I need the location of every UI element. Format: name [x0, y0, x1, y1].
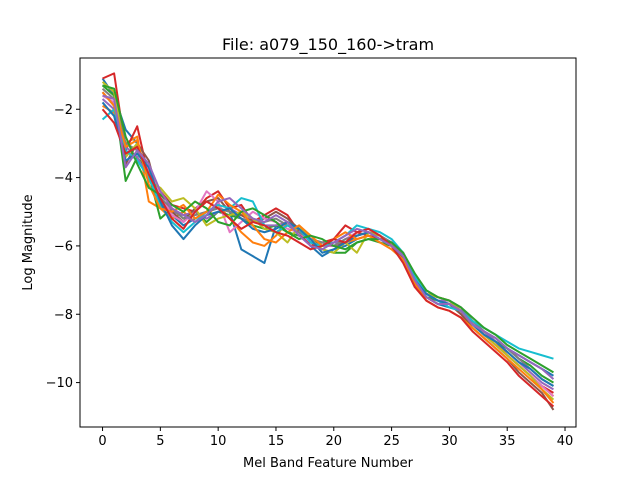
- x-tick-label: 35: [499, 434, 516, 449]
- series-line-14: [101, 108, 555, 408]
- series-line-11: [101, 101, 554, 387]
- x-axis-label: Mel Band Feature Number: [243, 456, 414, 471]
- x-axis-ticks: 0 5 10 15 20 25 30 35 40: [98, 427, 573, 449]
- x-tick-label: 40: [557, 434, 574, 449]
- series-line-15: [102, 94, 555, 380]
- x-tick-label: 5: [156, 434, 164, 449]
- x-tick-label: 0: [98, 434, 106, 449]
- series-line-10: [101, 108, 554, 360]
- plot-frame: [79, 57, 577, 428]
- y-axis-ticks: −10 −8 −6 −4 −2: [46, 103, 80, 391]
- x-tick-label: 20: [326, 434, 343, 449]
- y-tick-label: −10: [46, 376, 73, 391]
- x-tick-label: 10: [210, 434, 227, 449]
- x-tick-label: 15: [268, 434, 285, 449]
- x-tick-label: 30: [441, 434, 458, 449]
- y-axis-label: Log Magnitude: [21, 194, 36, 290]
- y-tick-label: −8: [54, 308, 73, 323]
- y-tick-label: −6: [54, 239, 73, 254]
- chart-title: File: a079_150_160->tram: [222, 35, 434, 55]
- plot-lines: [101, 72, 555, 411]
- x-tick-label: 25: [383, 434, 400, 449]
- y-tick-label: −4: [54, 171, 73, 186]
- y-tick-label: −2: [54, 103, 73, 118]
